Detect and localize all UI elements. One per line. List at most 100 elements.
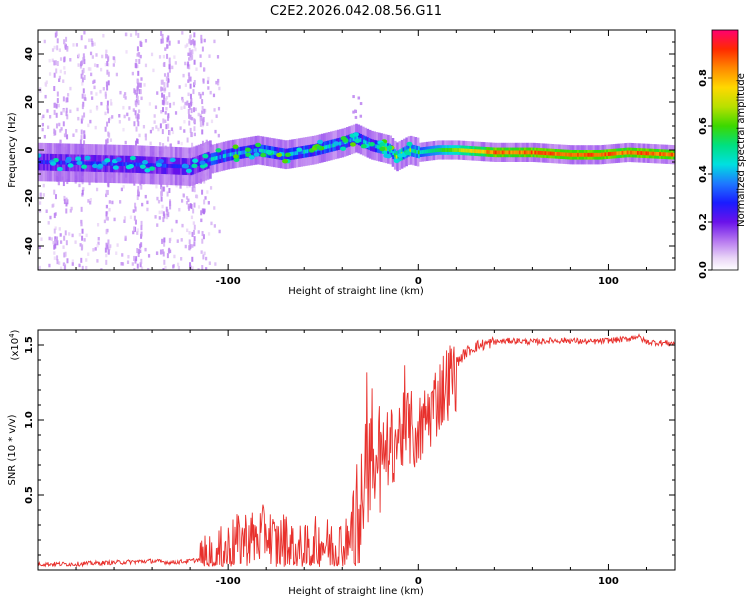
noise-cell xyxy=(152,68,155,73)
core-cell xyxy=(72,160,75,165)
noise-cell xyxy=(52,240,55,245)
noise-cell xyxy=(205,267,208,270)
streak-cell xyxy=(159,123,162,129)
noise-cell xyxy=(206,122,209,126)
core-cell xyxy=(457,148,460,152)
core-cell xyxy=(282,152,285,157)
noise-cell xyxy=(132,108,135,112)
core-cell xyxy=(349,138,352,143)
colorbar-tick-label: 0.6 xyxy=(698,117,709,135)
streak-cell xyxy=(107,80,110,86)
noise-cell xyxy=(184,61,187,66)
core-cell xyxy=(530,150,534,155)
core-cell xyxy=(445,148,448,152)
noise-cell xyxy=(194,47,197,52)
streak-cell xyxy=(190,40,193,46)
core-cell xyxy=(592,152,595,157)
core-cell xyxy=(281,152,284,157)
noise-cell xyxy=(157,127,160,132)
core-cell xyxy=(299,150,303,155)
core-cell xyxy=(419,150,422,155)
noise-cell xyxy=(85,258,88,262)
noise-cell xyxy=(216,55,220,59)
core-cell xyxy=(296,150,299,155)
core-cell xyxy=(582,152,585,157)
blob xyxy=(406,141,413,147)
core-cell xyxy=(250,149,253,154)
streak-cell xyxy=(137,252,140,258)
core-cell xyxy=(162,163,166,168)
core-cell xyxy=(662,152,665,157)
noise-cell xyxy=(180,238,183,242)
noise-cell xyxy=(89,67,92,71)
core-cell xyxy=(494,150,498,155)
streak-cell xyxy=(136,46,139,52)
core-cell xyxy=(465,148,469,153)
noise-cell xyxy=(59,266,63,270)
noise-cell xyxy=(137,109,141,113)
noise-cell xyxy=(156,251,159,256)
core-cell xyxy=(518,150,522,155)
core-cell xyxy=(323,145,326,150)
core-cell xyxy=(421,150,424,154)
noise-cell xyxy=(176,239,179,243)
noise-cell xyxy=(154,105,158,109)
noise-cell xyxy=(50,237,53,241)
noise-cell xyxy=(171,65,174,70)
core-cell xyxy=(219,155,222,159)
streak-cell xyxy=(168,238,171,244)
core-cell xyxy=(392,151,395,156)
core-cell xyxy=(298,150,301,155)
noise-cell xyxy=(136,53,139,57)
streak-cell xyxy=(83,112,86,118)
streak-cell xyxy=(65,240,68,246)
noise-cell xyxy=(197,112,200,117)
streak-cell xyxy=(106,244,109,250)
noise-cell xyxy=(118,114,121,118)
noise-cell xyxy=(183,129,186,133)
streak-cell xyxy=(63,39,66,45)
streak-cell xyxy=(80,206,83,212)
noise-cell xyxy=(195,194,199,199)
streak-cell xyxy=(168,57,171,63)
core-cell xyxy=(486,149,489,154)
streak-cell xyxy=(169,204,172,210)
noise-cell xyxy=(119,200,122,204)
core-cell xyxy=(438,148,441,152)
noise-cell xyxy=(181,96,184,101)
core-cell xyxy=(642,151,645,156)
core-cell xyxy=(462,148,465,153)
core-cell xyxy=(385,146,388,151)
streak-cell xyxy=(53,86,56,92)
streak-cell xyxy=(53,102,56,108)
noise-cell xyxy=(104,111,107,116)
core-cell xyxy=(234,151,238,156)
core-cell xyxy=(132,162,135,167)
core-cell xyxy=(229,152,232,157)
streak-cell xyxy=(136,85,139,91)
noise-cell xyxy=(105,49,108,54)
noise-cell xyxy=(212,93,216,98)
streak-cell xyxy=(160,79,163,85)
streak-cell xyxy=(138,52,141,58)
streak-cell xyxy=(134,202,137,208)
streak-cell xyxy=(165,206,168,212)
streak-cell xyxy=(135,256,138,262)
noise-cell xyxy=(85,233,88,238)
streak-cell xyxy=(201,129,204,135)
blob xyxy=(276,152,283,158)
noise-cell xyxy=(179,126,182,130)
core-cell xyxy=(152,163,155,168)
noise-cell xyxy=(207,201,210,205)
core-cell xyxy=(46,160,49,165)
blob xyxy=(104,158,111,163)
core-cell xyxy=(536,150,539,155)
noise-cell xyxy=(94,125,97,130)
streak-cell xyxy=(56,98,59,104)
core-cell xyxy=(672,152,675,157)
core-cell xyxy=(222,154,226,159)
core-cell xyxy=(664,152,667,157)
noise-cell xyxy=(91,96,94,100)
noise-cell xyxy=(165,215,169,220)
streak-cell xyxy=(199,93,202,99)
